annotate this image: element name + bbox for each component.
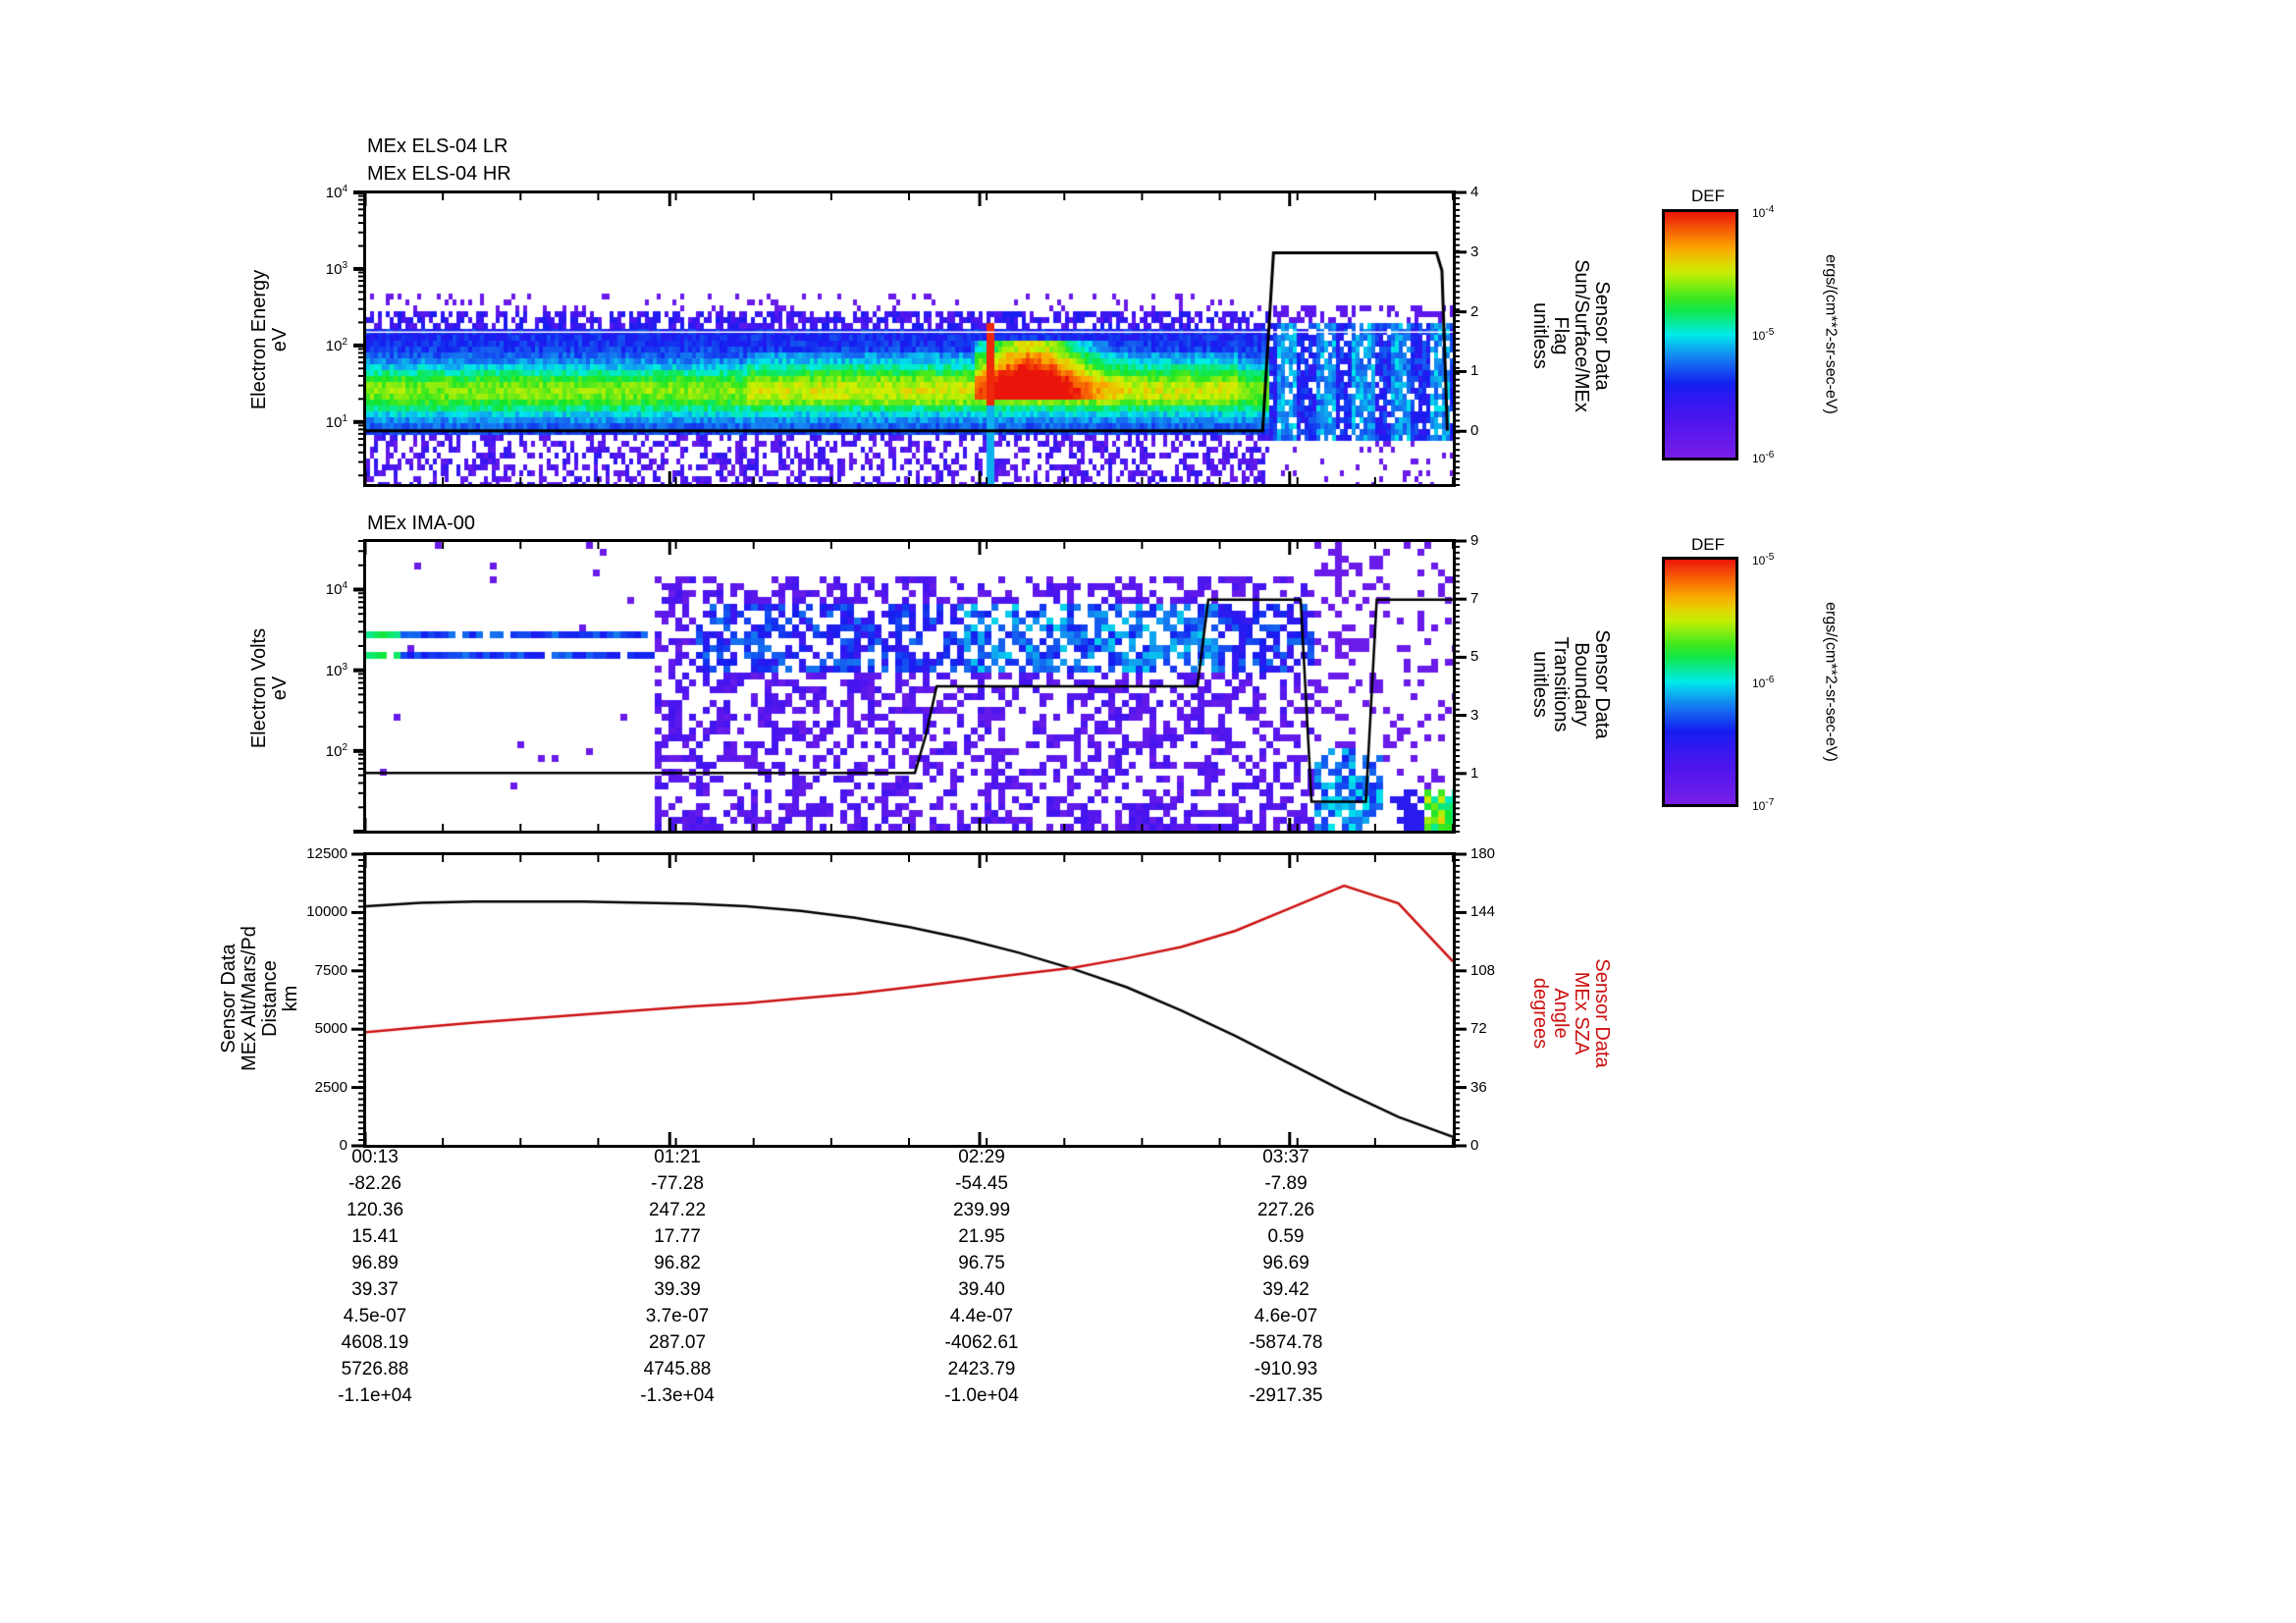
els-spectrogram-canvas (366, 193, 1453, 484)
tick-label: 101 (325, 412, 347, 431)
tick-label: 1 (1470, 362, 1479, 380)
time-label: 00:13 (351, 1147, 399, 1167)
tick-label: 5000 (314, 1020, 347, 1038)
row-value: -2917.35 (1249, 1385, 1323, 1406)
row-value: -1.0e+04 (944, 1385, 1019, 1406)
row-value: 96.69 (1262, 1253, 1309, 1273)
tick-label: 103 (325, 661, 347, 679)
time-label: 02:29 (958, 1147, 1005, 1167)
tick-label: 2500 (314, 1078, 347, 1096)
time-label: 03:37 (1262, 1147, 1309, 1167)
orbit-line-canvas (366, 855, 1453, 1145)
row-value: 96.82 (654, 1253, 701, 1273)
row-value: 4.4e-07 (949, 1306, 1014, 1326)
ima-cbar-mid: 10-6 (1752, 675, 1775, 690)
row-value: 17.77 (654, 1226, 701, 1247)
row-value: 39.39 (654, 1279, 701, 1300)
tick-label: 102 (325, 741, 347, 760)
row-value: 247.22 (648, 1200, 707, 1220)
tick-label: 0 (1470, 1137, 1479, 1154)
tick-label: 0 (339, 1137, 347, 1154)
ima-cbar-min: 10-7 (1752, 797, 1775, 813)
els-cbar-max: 10-4 (1752, 204, 1775, 220)
row-value: -1.1e+04 (338, 1385, 412, 1406)
row-value: 39.37 (351, 1279, 399, 1300)
row-value: -82.26 (348, 1173, 401, 1194)
row-value: 227.26 (1256, 1200, 1315, 1220)
tick-label: 1 (1470, 764, 1479, 782)
row-value: -910.93 (1254, 1359, 1318, 1380)
tick-label: 0 (1470, 422, 1479, 440)
row-value: 287.07 (648, 1332, 707, 1353)
tick-label: 10000 (306, 903, 347, 921)
row-value: 15.41 (351, 1226, 399, 1247)
orbit-line-plot[interactable] (363, 852, 1456, 1148)
tick-label: 9 (1470, 532, 1479, 549)
tick-label: 5 (1470, 648, 1479, 666)
tick-label: 103 (325, 259, 347, 278)
els-title-hr: MEx ELS-04 HR (367, 163, 511, 185)
els-title-lr: MEx ELS-04 LR (367, 135, 508, 157)
els-cbar-mid: 10-5 (1752, 327, 1775, 343)
tick-label: 3 (1470, 706, 1479, 724)
tick-label: 7500 (314, 961, 347, 979)
tick-label: 104 (325, 580, 347, 599)
row-value: -7.89 (1264, 1173, 1308, 1194)
row-value: 39.40 (958, 1279, 1005, 1300)
time-label: 01:21 (654, 1147, 701, 1167)
els-colorbar (1662, 209, 1738, 460)
tick-label: 104 (325, 184, 347, 201)
row-value: 120.36 (346, 1200, 404, 1220)
els-cbar-min: 10-6 (1752, 450, 1775, 465)
ima-spectrogram[interactable] (363, 539, 1456, 834)
row-value: 4745.88 (643, 1359, 712, 1380)
ima-title: MEx IMA-00 (367, 513, 476, 534)
els-spectrogram[interactable] (363, 190, 1456, 487)
row-value: -4062.61 (944, 1332, 1019, 1353)
ima-spectrogram-canvas (366, 542, 1453, 831)
row-value: -5874.78 (1249, 1332, 1323, 1353)
row-value: 39.42 (1262, 1279, 1309, 1300)
row-value: 4.6e-07 (1254, 1306, 1318, 1326)
tick-label: 12500 (306, 845, 347, 862)
row-value: 0.59 (1267, 1226, 1305, 1247)
row-value: 96.75 (958, 1253, 1005, 1273)
tick-label: 7 (1470, 590, 1479, 608)
row-value: 96.89 (351, 1253, 399, 1273)
ima-colorbar-title: DEF (1691, 535, 1725, 554)
ima-cbar-max: 10-5 (1752, 552, 1775, 568)
tick-label: 3 (1470, 243, 1479, 260)
tick-label: 36 (1470, 1078, 1487, 1096)
row-value: -54.45 (955, 1173, 1008, 1194)
row-value: 4608.19 (341, 1332, 409, 1353)
row-value: 5726.88 (341, 1359, 409, 1380)
tick-label: 4 (1470, 184, 1479, 200)
tick-label: 102 (325, 336, 347, 354)
row-value: -77.28 (651, 1173, 704, 1194)
row-value: 21.95 (958, 1226, 1005, 1247)
els-colorbar-title: DEF (1691, 187, 1725, 205)
tick-label: 72 (1470, 1020, 1487, 1038)
ima-colorbar (1662, 557, 1738, 807)
tick-label: 144 (1470, 903, 1496, 921)
row-value: 4.5e-07 (343, 1306, 407, 1326)
row-value: 3.7e-07 (645, 1306, 710, 1326)
row-value: -1.3e+04 (640, 1385, 715, 1406)
tick-label: 108 (1470, 961, 1496, 979)
row-value: 2423.79 (947, 1359, 1016, 1380)
row-value: 239.99 (952, 1200, 1011, 1220)
tick-label: 180 (1470, 845, 1496, 862)
tick-label: 2 (1470, 302, 1479, 320)
